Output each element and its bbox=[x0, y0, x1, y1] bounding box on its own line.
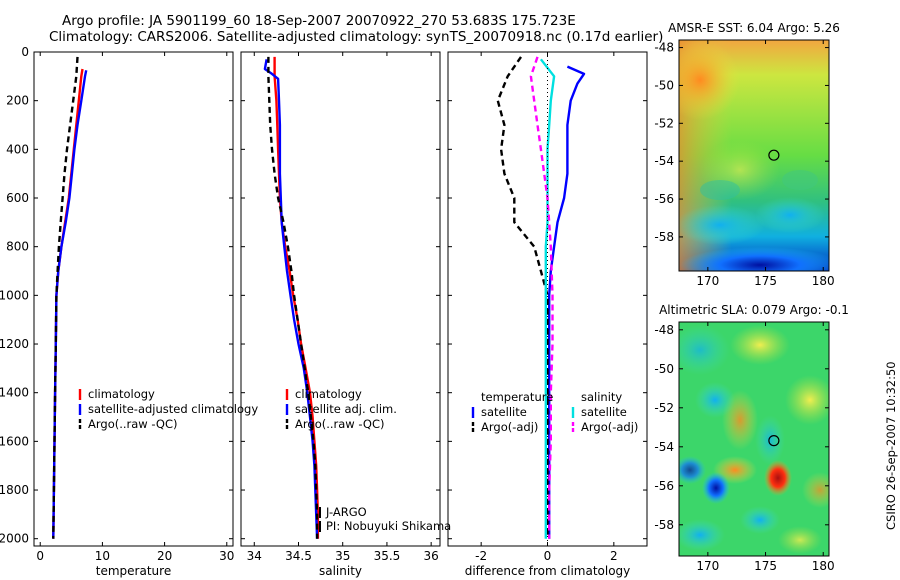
sla-ytick-label: -48 bbox=[654, 323, 674, 337]
sla-ytick-label: -56 bbox=[654, 479, 674, 493]
amsr-ytick-label: -48 bbox=[654, 41, 674, 55]
temperature-xtick-label: 20 bbox=[157, 549, 172, 563]
temperature-ytick-label: 1800 bbox=[0, 483, 29, 497]
difference-legend-header: salinity bbox=[581, 390, 622, 404]
salinity-xlabel: salinity bbox=[319, 564, 362, 578]
salinity-xtick-label: 34 bbox=[247, 549, 262, 563]
temperature-ytick-label: 2000 bbox=[0, 532, 29, 546]
figure-title-line1: Argo profile: JA 5901199_60 18-Sep-2007 … bbox=[62, 13, 576, 29]
temperature-ytick-label: 1600 bbox=[0, 434, 29, 448]
difference-legend-label: Argo(-adj) bbox=[581, 420, 638, 434]
salinity-legend-label: climatology bbox=[295, 387, 362, 401]
sla-xtick-label: 180 bbox=[812, 559, 835, 573]
difference-xlabel: difference from climatology bbox=[465, 564, 631, 578]
temperature-xtick-label: 10 bbox=[95, 549, 110, 563]
salinity-xtick-label: 34.5 bbox=[285, 549, 312, 563]
temperature-series-1 bbox=[52, 70, 88, 539]
difference-series-1 bbox=[496, 56, 549, 539]
salinity-legend-label: Argo(..raw -QC) bbox=[295, 417, 385, 431]
temperature-legend-label: satellite-adjusted climatology bbox=[88, 402, 258, 416]
sla-ytick-label: -54 bbox=[654, 440, 674, 454]
amsr-ytick-label: -54 bbox=[654, 154, 674, 168]
temperature-ytick-label: 600 bbox=[6, 191, 29, 205]
amsr-sst-heatmap bbox=[679, 40, 829, 271]
amsr-ytick-label: -58 bbox=[654, 230, 674, 244]
sla-xtick-label: 170 bbox=[696, 559, 719, 573]
panel-temperature: 0 10 20 30 0 200 400 600 800 1000 1200 1400 1600 1800… bbox=[0, 45, 258, 578]
amsr-xtick-label: 175 bbox=[754, 274, 777, 288]
temperature-ytick-label: 1200 bbox=[0, 337, 29, 351]
temperature-series-2 bbox=[52, 56, 79, 539]
temperature-xlabel: temperature bbox=[96, 564, 171, 578]
amsr-ytick-label: -52 bbox=[654, 116, 674, 130]
amsr-xtick-label: 170 bbox=[696, 274, 719, 288]
temperature-legend-label: climatology bbox=[88, 387, 155, 401]
amsr-ytick-label: -50 bbox=[654, 78, 674, 92]
salinity-xtick-label: 36 bbox=[424, 549, 439, 563]
temperature-ytick-label: 800 bbox=[6, 240, 29, 254]
temperature-ytick-label: 200 bbox=[6, 94, 29, 108]
temperature-xtick-label: 30 bbox=[219, 549, 234, 563]
difference-legend-header: temperature bbox=[481, 390, 553, 404]
amsr-xtick-label: 180 bbox=[812, 274, 835, 288]
temperature-ytick-label: 1400 bbox=[0, 386, 29, 400]
sla-argo-marker bbox=[768, 435, 780, 447]
salinity-series-2 bbox=[267, 56, 319, 539]
difference-series-2 bbox=[539, 58, 556, 539]
sla-ytick-label: -52 bbox=[654, 401, 674, 415]
salinity-annotation: J-ARGO bbox=[325, 505, 367, 519]
difference-xtick-label: -2 bbox=[475, 549, 487, 563]
difference-xtick-label: 2 bbox=[610, 549, 618, 563]
sla-title: Altimetric SLA: 0.079 Argo: -0.1 bbox=[659, 303, 849, 317]
difference-xtick-label: 0 bbox=[544, 549, 552, 563]
temperature-legend-label: Argo(..raw -QC) bbox=[88, 417, 178, 431]
panel-salinity: 34 34.5 35 35.5 36 salinity climatologysatelli… bbox=[240, 51, 451, 578]
temperature-frame bbox=[33, 51, 234, 547]
sla-frame bbox=[678, 321, 830, 557]
amsr-title: AMSR-E SST: 6.04 Argo: 5.26 bbox=[668, 21, 840, 35]
salinity-series-1 bbox=[263, 59, 319, 539]
altimetric-sla-heatmap bbox=[679, 322, 829, 556]
salinity-frame bbox=[240, 51, 441, 547]
temperature-xtick-label: 0 bbox=[36, 549, 44, 563]
difference-legend-label: Argo(-adj) bbox=[481, 420, 538, 434]
difference-legend-label: satellite bbox=[581, 405, 627, 419]
salinity-xtick-label: 35.5 bbox=[374, 549, 401, 563]
temperature-ytick-label: 0 bbox=[21, 45, 29, 59]
sla-ytick-label: -50 bbox=[654, 362, 674, 376]
figure-title-line2: Climatology: CARS2006. Satellite-adjuste… bbox=[49, 29, 664, 45]
panel-sla: Altimetric SLA: 0.079 Argo: -0.1 170 175 18… bbox=[654, 303, 849, 573]
amsr-argo-marker bbox=[768, 149, 780, 161]
salinity-xtick-label: 35 bbox=[335, 549, 350, 563]
sla-xtick-label: 175 bbox=[754, 559, 777, 573]
panel-amsr: AMSR-E SST: 6.04 Argo: 5.26 170 175 180 -48 -… bbox=[654, 21, 840, 288]
salinity-annotation: PI: Nobuyuki Shikama bbox=[326, 519, 451, 533]
amsr-ytick-label: -56 bbox=[654, 192, 674, 206]
temperature-ytick-label: 1000 bbox=[0, 288, 29, 302]
amsr-frame bbox=[678, 39, 830, 272]
temperature-ytick-label: 400 bbox=[6, 142, 29, 156]
salinity-legend-label: satellite adj. clim. bbox=[295, 402, 397, 416]
difference-legend-label: satellite bbox=[481, 405, 527, 419]
difference-series-0 bbox=[548, 65, 586, 539]
sla-ytick-label: -58 bbox=[654, 518, 674, 532]
